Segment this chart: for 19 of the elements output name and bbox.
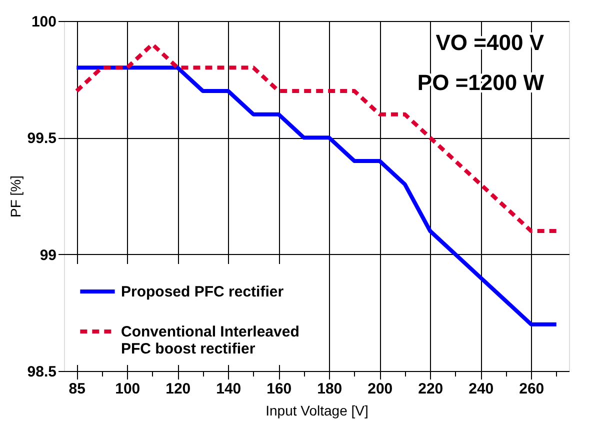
line-series xyxy=(74,66,558,326)
x-tick-label: 200 xyxy=(368,380,393,398)
x-tick-label: 180 xyxy=(317,380,342,398)
x-tick-label: 260 xyxy=(519,380,544,398)
x-tick-label: 240 xyxy=(468,380,494,398)
x-tick-label: 220 xyxy=(418,380,444,398)
y-tick-label: 99.5 xyxy=(27,130,56,148)
x-axis-title: Input Voltage [V] xyxy=(266,402,368,418)
legend-label: Proposed PFC rectifier xyxy=(121,284,284,300)
y-tick-label: 98.5 xyxy=(27,364,56,380)
x-tick-label: 120 xyxy=(166,380,191,398)
y-tick-label: 100 xyxy=(31,14,56,30)
x-tick-label: 160 xyxy=(266,380,292,398)
x-tick-label: 140 xyxy=(216,380,242,398)
x-tick-label: 85 xyxy=(68,380,86,398)
y-axis-title: PF [%] xyxy=(7,175,24,218)
y-tick-label: 99 xyxy=(40,246,56,264)
legend-label: Conventional Interleaved PFC boost rectifier xyxy=(121,324,300,358)
x-tick-label: 100 xyxy=(115,380,140,398)
